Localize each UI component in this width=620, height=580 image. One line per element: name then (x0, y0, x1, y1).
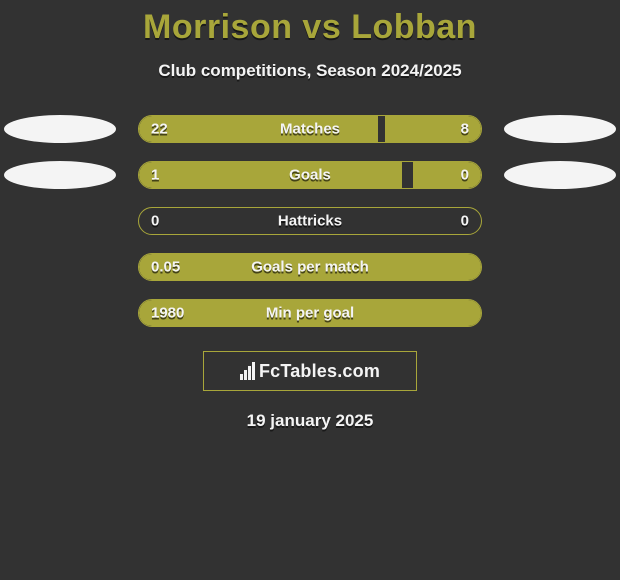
stat-fill-left (139, 116, 378, 142)
stat-left-value: 1980 (151, 305, 184, 322)
stat-row: 1 0 Goals (0, 161, 620, 189)
stat-bar: 0.05 Goals per match (138, 253, 482, 281)
stat-right-value: 0 (461, 213, 469, 230)
stat-left-value: 22 (151, 121, 168, 138)
brand-text: FcTables.com (259, 361, 380, 382)
stat-bar: 1 0 Goals (138, 161, 482, 189)
player-left-ellipse (4, 161, 116, 189)
stat-bar: 0 0 Hattricks (138, 207, 482, 235)
stat-label: Matches (280, 121, 340, 138)
stat-label: Goals per match (251, 259, 369, 276)
player-right-ellipse (504, 115, 616, 143)
page-subtitle: Club competitions, Season 2024/2025 (158, 61, 461, 81)
stat-left-value: 1 (151, 167, 159, 184)
stat-left-value: 0.05 (151, 259, 180, 276)
brand-icon (240, 362, 255, 380)
stat-right-value: 8 (461, 121, 469, 138)
brand-badge: FcTables.com (203, 351, 417, 391)
stat-row: 1980 Min per goal (0, 299, 620, 327)
stat-label: Min per goal (266, 305, 354, 322)
stat-label: Goals (289, 167, 331, 184)
stat-bar: 1980 Min per goal (138, 299, 482, 327)
stat-row: 0.05 Goals per match (0, 253, 620, 281)
player-right-ellipse (504, 161, 616, 189)
stat-label: Hattricks (278, 213, 342, 230)
page-title: Morrison vs Lobban (143, 8, 477, 47)
stat-left-value: 0 (151, 213, 159, 230)
player-left-ellipse (4, 115, 116, 143)
stat-row: 0 0 Hattricks (0, 207, 620, 235)
stat-row: 22 8 Matches (0, 115, 620, 143)
stat-right-value: 0 (461, 167, 469, 184)
stat-fill-right (413, 162, 481, 188)
date-label: 19 january 2025 (247, 411, 374, 431)
stat-bar: 22 8 Matches (138, 115, 482, 143)
stat-fill-left (139, 162, 402, 188)
stats-section: 22 8 Matches 1 0 Goals 0 0 Hattricks 0.05 Goals pe… (0, 115, 620, 327)
